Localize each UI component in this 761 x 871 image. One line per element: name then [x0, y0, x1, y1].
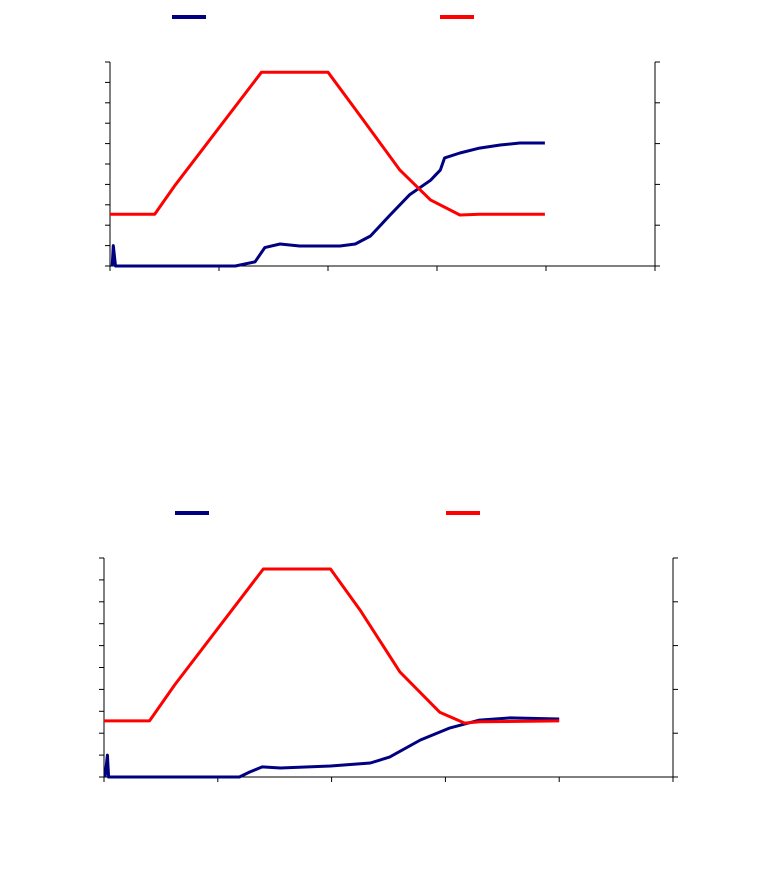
series-line: [104, 567, 560, 725]
series-line: [103, 716, 560, 779]
series-line: [110, 70, 545, 217]
series-line: [110, 141, 545, 268]
